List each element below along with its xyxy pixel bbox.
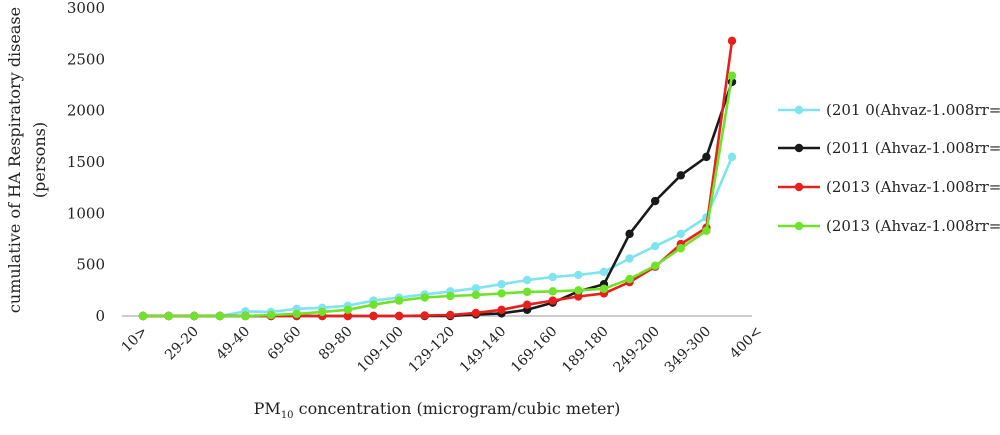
y-tick-label: 2000 [67, 102, 105, 120]
data-point [471, 284, 481, 293]
y-tick-label: 2500 [67, 50, 105, 68]
data-point [625, 229, 634, 239]
x-tick-label: 400< [727, 324, 766, 363]
data-point [369, 300, 378, 309]
y-tick-labels: 0 500 1000 1500 2000 2500 3000 [67, 0, 105, 325]
series [138, 36, 737, 321]
x-tick-label: 349-300 [662, 324, 714, 376]
legend-label: (201 0(Ahvaz-1.008rr= [826, 101, 1000, 119]
x-tick-labels: 10> 29-20 49-40 69-60 89-80109-100129-120149… [119, 324, 766, 376]
x-tick-label: 49-40 [213, 324, 253, 364]
legend-swatch-marker [794, 105, 804, 115]
data-point [574, 292, 583, 301]
data-point [599, 284, 609, 293]
series-line [143, 75, 734, 318]
legend-label: (2013 (Ahvaz-1.008rr= [826, 217, 1000, 235]
data-point [292, 309, 301, 319]
data-point [727, 71, 737, 80]
data-point [522, 300, 532, 309]
data-point [676, 171, 685, 180]
data-point [625, 254, 634, 263]
data-point [574, 286, 583, 295]
data-point [420, 293, 429, 302]
data-point [318, 307, 327, 317]
data-point [548, 296, 557, 305]
data-point [548, 272, 557, 282]
y-axis-title-line: (persons) [30, 122, 49, 198]
x-tick-label: 249-200 [611, 324, 663, 376]
y-tick-label: 1500 [67, 153, 105, 171]
data-point [138, 311, 148, 321]
data-point [215, 311, 225, 321]
x-tick-label: 89-80 [316, 324, 356, 364]
x-tick-label: 10> [119, 324, 151, 356]
x-tick-label: 109-100 [354, 324, 406, 376]
data-point [343, 305, 353, 315]
data-point [394, 296, 404, 305]
data-point [471, 290, 481, 300]
data-point [599, 267, 609, 277]
x-tick-label: 189-180 [559, 324, 611, 376]
x-axis-title: PM10 concentration (microgram/cubic mete… [254, 399, 621, 421]
data-point [190, 311, 199, 321]
x-tick-label: 169-160 [508, 324, 560, 376]
data-point [574, 270, 583, 280]
data-point [471, 308, 481, 318]
data-point [702, 152, 711, 162]
data-point [241, 311, 250, 321]
legend-swatch-marker [794, 221, 804, 231]
y-tick-label: 3000 [67, 0, 105, 17]
legend-label: (2011 (Ahvaz-1.008rr= [826, 139, 1000, 157]
data-point [522, 287, 532, 297]
data-point [625, 274, 634, 284]
data-point [369, 311, 378, 321]
data-point [394, 311, 404, 321]
data-point [676, 229, 685, 239]
data-point [446, 291, 455, 301]
data-point [497, 305, 506, 315]
data-point [548, 287, 557, 296]
legend-swatch-marker [794, 143, 804, 153]
data-point [420, 311, 429, 320]
y-tick-label: 1000 [67, 204, 105, 222]
legend: (201 0(Ahvaz-1.008rr= (2011 (Ahvaz-1.008r… [778, 101, 1000, 235]
series-lines [138, 36, 737, 321]
x-tick-label: 69-60 [265, 324, 305, 364]
data-point [650, 241, 660, 251]
x-tick-label: 129-120 [406, 324, 458, 376]
data-point [446, 310, 455, 320]
y-axis-title: cumulative of HA Respiratory disease (per… [5, 7, 49, 313]
x-tick-label: 29-20 [162, 324, 202, 364]
legend-swatch-marker [794, 182, 804, 192]
y-tick-label: 500 [76, 256, 105, 274]
x-tick-label: 149-140 [457, 324, 509, 376]
data-point [702, 226, 711, 235]
series [138, 152, 737, 321]
series-line [143, 81, 734, 318]
data-point [676, 244, 685, 253]
data-point [727, 36, 737, 46]
series [138, 77, 737, 321]
series-line [143, 40, 734, 318]
y-axis-title-line: cumulative of HA Respiratory disease [5, 7, 24, 313]
data-point [497, 289, 506, 298]
data-point [343, 311, 353, 321]
series-line [143, 156, 734, 318]
data-point [164, 311, 173, 321]
series [138, 71, 737, 321]
y-tick-label: 0 [95, 307, 105, 325]
legend-label: (2013 (Ahvaz-1.008rr= [826, 178, 1000, 196]
data-point [727, 152, 737, 162]
data-point [522, 275, 532, 285]
data-point [650, 196, 660, 206]
data-point [266, 310, 276, 320]
data-point [497, 279, 506, 289]
data-point [650, 261, 660, 270]
